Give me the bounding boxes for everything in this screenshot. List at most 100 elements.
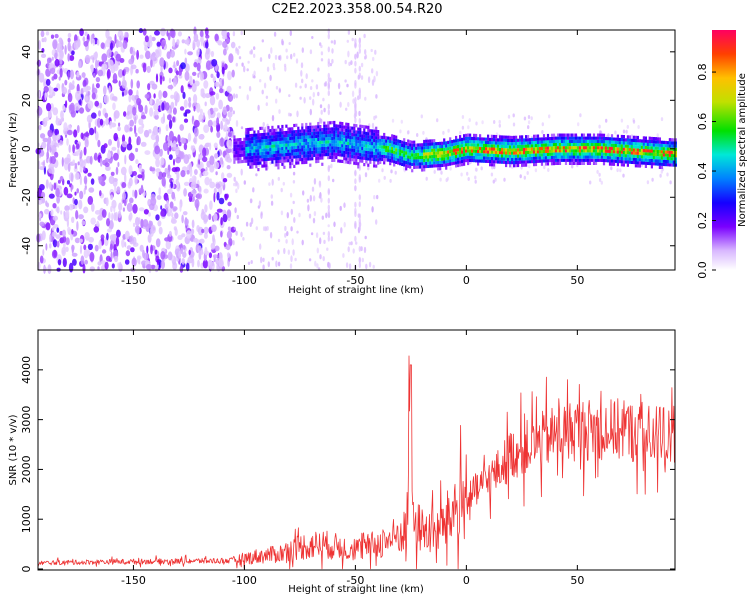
heat-cell xyxy=(301,126,304,130)
heat-cell xyxy=(87,172,92,177)
heat-cell xyxy=(297,129,300,133)
heat-cell xyxy=(154,30,160,36)
heat-cell xyxy=(204,101,207,107)
heat-cell xyxy=(358,194,361,201)
heat-cell xyxy=(556,142,560,147)
heat-cell xyxy=(327,137,330,141)
heat-cell xyxy=(519,151,522,155)
heat-cell xyxy=(323,131,326,135)
heat-cell xyxy=(150,244,153,255)
heat-cell xyxy=(241,153,244,157)
heat-cell xyxy=(662,162,665,167)
heat-cell xyxy=(453,142,456,146)
heat-cell xyxy=(87,243,93,251)
heat-cell xyxy=(640,161,643,165)
heat-cell xyxy=(453,139,456,143)
heat-cell xyxy=(606,159,610,163)
heat-cell xyxy=(343,125,346,129)
heat-cell xyxy=(84,138,89,148)
heat-cell xyxy=(373,148,376,152)
heat-cell xyxy=(208,213,212,220)
heat-cell xyxy=(405,154,408,158)
heat-cell xyxy=(405,167,408,171)
heat-cell xyxy=(576,139,580,143)
heat-cell xyxy=(52,91,56,97)
heat-cell xyxy=(419,146,422,150)
heat-cell xyxy=(64,79,68,86)
heat-cell xyxy=(533,144,536,148)
heat-cell xyxy=(622,141,625,145)
heat-cell xyxy=(73,40,80,50)
heat-cell xyxy=(397,142,400,146)
heat-cell xyxy=(577,122,580,127)
heat-cell xyxy=(574,155,578,159)
heat-cell xyxy=(449,159,452,163)
heat-cell xyxy=(519,160,522,164)
heat-cell xyxy=(574,142,578,147)
heat-cell xyxy=(590,152,594,156)
heat-cell xyxy=(648,139,651,144)
heat-cell xyxy=(233,160,236,164)
y-tick-label: 40 xyxy=(20,45,33,59)
heat-cell xyxy=(632,119,636,124)
heat-cell xyxy=(83,132,90,137)
y-tick-label: 2000 xyxy=(20,455,33,483)
heat-cell xyxy=(656,143,659,147)
heat-cell xyxy=(165,239,171,250)
heat-cell xyxy=(205,41,209,49)
heat-cell xyxy=(287,140,290,144)
heat-cell xyxy=(71,50,75,56)
heat-cell xyxy=(78,98,82,106)
heat-cell xyxy=(666,160,669,164)
heat-cell xyxy=(620,118,624,123)
heat-cell xyxy=(291,139,294,143)
heat-cell xyxy=(203,214,209,223)
heat-cell xyxy=(588,146,592,150)
heat-cell xyxy=(172,140,177,151)
heat-cell xyxy=(421,143,424,147)
heat-cell xyxy=(281,156,284,160)
heat-cell xyxy=(642,136,645,140)
heat-cell xyxy=(349,142,352,146)
heat-cell xyxy=(546,140,550,144)
heat-cell xyxy=(662,159,665,163)
heat-cell xyxy=(363,125,366,129)
heat-cell xyxy=(578,152,582,156)
heat-cell xyxy=(630,148,633,152)
heat-cell xyxy=(644,161,647,165)
heat-cell xyxy=(511,154,514,158)
heat-cell xyxy=(209,181,216,189)
heat-cell xyxy=(327,28,330,35)
heat-cell xyxy=(325,140,328,144)
heat-cell xyxy=(83,175,88,185)
heat-cell xyxy=(405,151,408,155)
heat-cell xyxy=(176,60,180,67)
heat-cell xyxy=(343,221,346,228)
heat-cell xyxy=(405,164,408,168)
heat-cell xyxy=(313,131,316,135)
heat-cell xyxy=(138,164,143,173)
heat-cell xyxy=(666,172,669,177)
heat-cell xyxy=(467,143,470,147)
heat-cell xyxy=(513,142,516,146)
heat-cell xyxy=(169,201,174,209)
heat-cell xyxy=(403,150,406,154)
heat-cell xyxy=(606,140,610,144)
heat-cell xyxy=(357,146,360,150)
heat-cell xyxy=(118,80,121,87)
heat-cell xyxy=(377,158,380,162)
heat-cell xyxy=(353,123,356,127)
heat-cell xyxy=(427,149,430,153)
heat-cell xyxy=(76,125,80,133)
heat-cell xyxy=(501,157,504,161)
heat-cell xyxy=(650,146,653,150)
heat-cell xyxy=(473,133,476,137)
heat-cell xyxy=(273,157,276,161)
heat-cell xyxy=(333,155,336,159)
heat-cell xyxy=(263,139,266,143)
heat-cell xyxy=(40,53,47,58)
heat-cell xyxy=(481,137,484,141)
heat-cell xyxy=(483,159,486,163)
heat-cell xyxy=(636,139,639,143)
heat-cell xyxy=(570,158,574,162)
